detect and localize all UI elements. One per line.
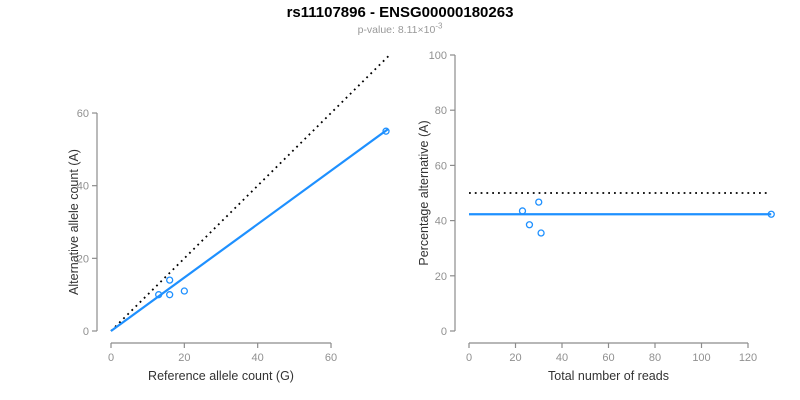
- data-point: [518, 207, 527, 215]
- x-axis-tick-label: 100: [692, 352, 710, 364]
- p-value-exponent: -3: [435, 21, 443, 31]
- data-point: [155, 291, 163, 299]
- data-point: [767, 210, 775, 218]
- data-point: [537, 229, 545, 237]
- data-point: [166, 276, 174, 284]
- chart-2: 0 20 40 60 80 100 0 20 40 60 80 100 120 Total number …: [417, 50, 775, 383]
- p-value-text: p-value: 8.11: [357, 24, 418, 36]
- data-point: [382, 127, 390, 135]
- data-point: [525, 221, 534, 229]
- x-axis-tick-label: 0: [466, 352, 472, 364]
- y-axis-tick-label: 0: [83, 326, 89, 338]
- data-point: [166, 291, 174, 299]
- data-point: [180, 287, 188, 295]
- x-axis-title: Reference allele count (G): [148, 369, 294, 383]
- x-axis-tick-label: 40: [556, 352, 568, 364]
- chart-1: 0 20 40 60 0 20 40 60 Reference allele count (G)…: [67, 55, 390, 383]
- x-axis-title: Total number of reads: [548, 369, 669, 383]
- page-title: rs11107896 - ENSG00000180263: [286, 4, 514, 21]
- fit-line: [110, 128, 389, 332]
- x-axis-tick-label: 60: [602, 352, 614, 364]
- x-axis-tick-label: 0: [108, 352, 114, 364]
- y-axis-tick-label: 100: [429, 50, 447, 62]
- y-axis-tick-label: 60: [435, 160, 447, 172]
- y-axis-tick-label: 80: [435, 105, 447, 117]
- x-axis-tick-label: 20: [509, 352, 521, 364]
- x-axis-tick-label: 20: [178, 352, 190, 364]
- y-axis-title: Alternative allele count (A): [67, 149, 81, 295]
- data-point: [535, 198, 543, 206]
- p-value-label: p-value: 8.11×10-3: [0, 21, 800, 36]
- y-axis-tick-label: 0: [441, 326, 447, 338]
- identity-line: [110, 55, 390, 332]
- x-axis-tick-label: 80: [649, 352, 661, 364]
- x-axis-tick-label: 40: [252, 352, 264, 364]
- y-axis-tick-label: 20: [77, 253, 89, 265]
- y-axis-tick-label: 40: [435, 216, 447, 228]
- y-axis-tick-label: 60: [77, 108, 89, 120]
- x-axis-tick-label: 60: [325, 352, 337, 364]
- y-axis-tick-label: 20: [435, 271, 447, 283]
- y-axis-title: Percentage alternative (A): [417, 120, 431, 265]
- p-value-times-ten: ×10: [417, 24, 436, 36]
- x-axis-tick-label: 120: [739, 352, 757, 364]
- y-axis-tick-label: 40: [77, 181, 89, 193]
